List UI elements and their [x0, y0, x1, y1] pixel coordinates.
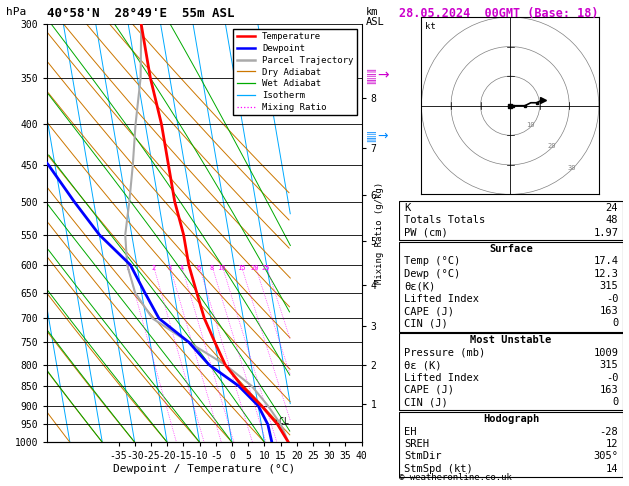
Text: 315: 315	[599, 281, 618, 291]
Text: 3: 3	[167, 265, 172, 271]
Text: 14: 14	[606, 464, 618, 474]
Text: 315: 315	[599, 360, 618, 370]
Text: CIN (J): CIN (J)	[404, 318, 448, 329]
Text: LCL: LCL	[274, 417, 289, 426]
Text: StmSpd (kt): StmSpd (kt)	[404, 464, 472, 474]
Text: 12: 12	[606, 439, 618, 449]
Text: 30: 30	[568, 165, 576, 171]
Text: ASL: ASL	[366, 17, 385, 27]
Text: km: km	[366, 7, 379, 17]
Text: ǁǁǁǁ: ǁǁǁǁ	[367, 67, 376, 84]
Text: Dewp (°C): Dewp (°C)	[404, 269, 460, 279]
Text: θε (K): θε (K)	[404, 360, 442, 370]
Text: -0: -0	[606, 294, 618, 304]
Text: 0: 0	[612, 318, 618, 329]
Text: K: K	[404, 203, 410, 213]
Text: →: →	[377, 69, 389, 82]
Text: 28.05.2024  00GMT (Base: 18): 28.05.2024 00GMT (Base: 18)	[399, 7, 599, 20]
Text: SREH: SREH	[404, 439, 429, 449]
Text: 1009: 1009	[593, 347, 618, 358]
Text: Lifted Index: Lifted Index	[404, 372, 479, 382]
Text: 163: 163	[599, 385, 618, 395]
Text: 12.3: 12.3	[593, 269, 618, 279]
Text: Most Unstable: Most Unstable	[470, 335, 552, 345]
Legend: Temperature, Dewpoint, Parcel Trajectory, Dry Adiabat, Wet Adiabat, Isotherm, Mi: Temperature, Dewpoint, Parcel Trajectory…	[233, 29, 357, 115]
Text: 163: 163	[599, 306, 618, 316]
Text: 20: 20	[547, 143, 556, 149]
Text: 10: 10	[218, 265, 226, 271]
Text: →: →	[377, 130, 388, 142]
Text: 20: 20	[251, 265, 259, 271]
Text: Surface: Surface	[489, 244, 533, 254]
Text: -0: -0	[606, 372, 618, 382]
Text: PW (cm): PW (cm)	[404, 228, 448, 238]
Bar	[399, 242, 623, 331]
Text: © weatheronline.co.uk: © weatheronline.co.uk	[399, 473, 512, 482]
Bar	[399, 201, 623, 240]
Text: 6: 6	[197, 265, 201, 271]
Text: Temp (°C): Temp (°C)	[404, 257, 460, 266]
Text: CAPE (J): CAPE (J)	[404, 385, 454, 395]
Text: StmDir: StmDir	[404, 451, 442, 461]
Text: Totals Totals: Totals Totals	[404, 215, 485, 226]
Text: 40°58'N  28°49'E  55m ASL: 40°58'N 28°49'E 55m ASL	[47, 7, 235, 20]
X-axis label: Dewpoint / Temperature (°C): Dewpoint / Temperature (°C)	[113, 464, 296, 474]
Text: Hodograph: Hodograph	[483, 414, 539, 424]
Text: θε(K): θε(K)	[404, 281, 435, 291]
Text: Lifted Index: Lifted Index	[404, 294, 479, 304]
Text: Mixing Ratio (g/kg): Mixing Ratio (g/kg)	[375, 182, 384, 284]
Text: 25: 25	[262, 265, 270, 271]
Text: 48: 48	[606, 215, 618, 226]
Bar	[399, 333, 623, 410]
Text: 15: 15	[237, 265, 245, 271]
Text: Pressure (mb): Pressure (mb)	[404, 347, 485, 358]
Text: 2: 2	[151, 265, 155, 271]
Text: 0: 0	[612, 398, 618, 407]
Text: 17.4: 17.4	[593, 257, 618, 266]
Text: CAPE (J): CAPE (J)	[404, 306, 454, 316]
Text: 1: 1	[125, 265, 129, 271]
Text: -28: -28	[599, 427, 618, 436]
Text: 8: 8	[209, 265, 214, 271]
Text: CIN (J): CIN (J)	[404, 398, 448, 407]
Text: kt: kt	[425, 22, 436, 31]
Text: 10: 10	[526, 122, 535, 128]
Text: EH: EH	[404, 427, 416, 436]
Text: 4: 4	[179, 265, 184, 271]
Text: 1.97: 1.97	[593, 228, 618, 238]
Text: ǁǁǁ: ǁǁǁ	[367, 130, 376, 142]
Text: 24: 24	[606, 203, 618, 213]
Text: 305°: 305°	[593, 451, 618, 461]
Text: hPa: hPa	[6, 7, 26, 17]
Bar	[399, 412, 623, 477]
